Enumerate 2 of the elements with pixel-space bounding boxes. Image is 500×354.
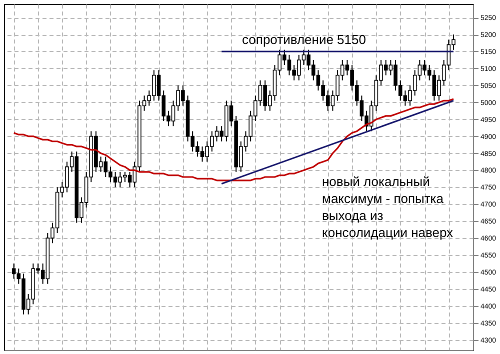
annotation: новый локальный максимум - попытка выхода из консолидации наверх <box>322 174 454 240</box>
annotation: сопротивление 5150 <box>242 32 366 47</box>
